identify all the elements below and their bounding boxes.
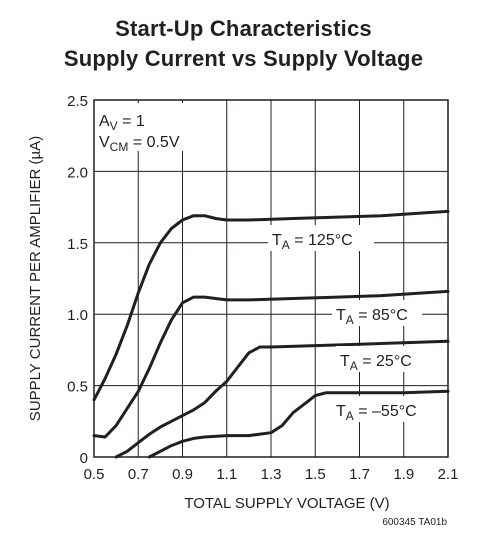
x-tick-label-0: 0.5 bbox=[84, 466, 105, 483]
series-label-background-3 bbox=[332, 396, 432, 422]
series-label-background-1 bbox=[332, 300, 422, 326]
x-tick-label-5: 1.5 bbox=[305, 466, 326, 483]
condition-label-0: AV = 1 bbox=[99, 113, 145, 133]
series-label-2: TA = 25°C bbox=[340, 353, 412, 373]
x-tick-label-1: 0.7 bbox=[128, 466, 149, 483]
series-label-background-0 bbox=[268, 225, 374, 251]
y-tick-label-2: 1.0 bbox=[67, 307, 88, 324]
y-tick-label-3: 1.5 bbox=[67, 236, 88, 253]
x-tick-label-8: 2.1 bbox=[438, 466, 459, 483]
series-label-3: TA = –55°C bbox=[336, 403, 417, 423]
y-axis-label: SUPPLY CURRENT PER AMPLIFIER (µA) bbox=[27, 136, 44, 421]
series-line-2 bbox=[114, 339, 450, 459]
x-axis-label: TOTAL SUPPLY VOLTAGE (V) bbox=[184, 495, 389, 512]
series-line-3 bbox=[147, 389, 450, 459]
chart-subtitle: Supply Current vs Supply Voltage bbox=[63, 46, 424, 71]
x-tick-label-6: 1.7 bbox=[349, 466, 370, 483]
x-tick-label-3: 1.1 bbox=[216, 466, 237, 483]
x-tick-label-4: 1.3 bbox=[261, 466, 282, 483]
series-line-0 bbox=[92, 209, 450, 402]
y-tick-label-1: 0.5 bbox=[67, 379, 88, 396]
y-tick-label-4: 2.0 bbox=[67, 164, 88, 181]
series-label-1: TA = 85°C bbox=[336, 307, 408, 327]
y-tick-label-0: 0 bbox=[80, 450, 88, 467]
condition-label-1: VCM = 0.5V bbox=[99, 134, 180, 154]
series-line-1 bbox=[92, 289, 450, 439]
x-tick-label-7: 1.9 bbox=[393, 466, 414, 483]
y-tick-label-5: 2.5 bbox=[67, 93, 88, 110]
series-label-0: TA = 125°C bbox=[272, 232, 353, 252]
conditions-background bbox=[96, 103, 188, 151]
x-tick-label-2: 0.9 bbox=[172, 466, 193, 483]
chart-title: Start-Up Characteristics bbox=[115, 16, 372, 41]
plot-frame bbox=[93, 99, 449, 458]
series-label-background-2 bbox=[336, 346, 426, 372]
figure-code: 600345 TA01b bbox=[382, 517, 447, 528]
